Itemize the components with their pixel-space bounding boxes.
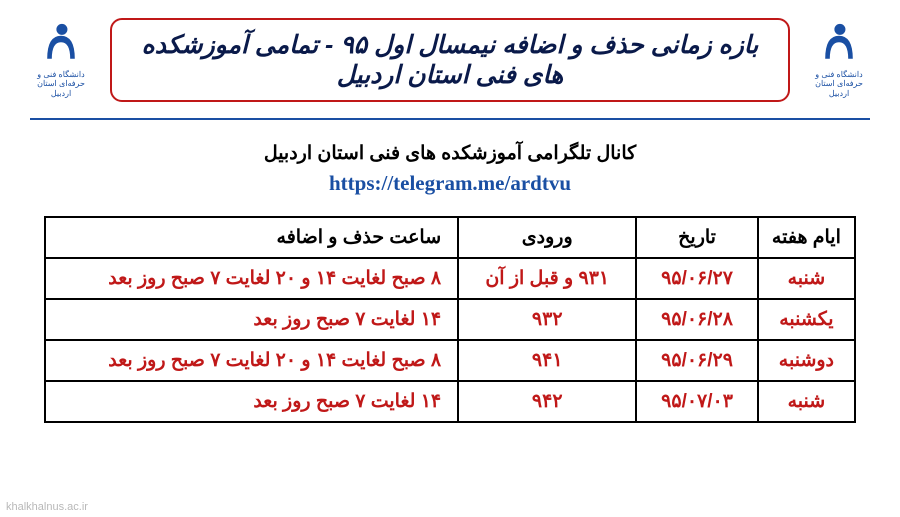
cell-date: ۹۵/۰۷/۰۳: [636, 381, 758, 422]
subtitle-text: کانال تلگرامی آموزشکده های فنی استان ارد…: [0, 142, 900, 165]
header-divider: [30, 118, 870, 120]
table-row: شنبه ۹۵/۰۷/۰۳ ۹۴۲ ۱۴ لغایت ۷ صبح روز بعد: [45, 381, 855, 422]
logo-caption-right: دانشگاه فنی و حرفه‌ای استان اردبیل: [804, 70, 874, 99]
schedule-table-wrap: ایام هفته تاریخ ورودی ساعت حذف و اضافه ش…: [44, 216, 856, 423]
table-row: شنبه ۹۵/۰۶/۲۷ ۹۳۱ و قبل از آن ۸ صبح لغای…: [45, 258, 855, 299]
cell-time: ۱۴ لغایت ۷ صبح روز بعد: [45, 381, 458, 422]
cell-day: دوشنبه: [758, 340, 855, 381]
cell-entry: ۹۳۱ و قبل از آن: [458, 258, 636, 299]
header: دانشگاه فنی و حرفه‌ای استان اردبیل بازه …: [0, 0, 900, 112]
schedule-table: ایام هفته تاریخ ورودی ساعت حذف و اضافه ش…: [44, 216, 856, 423]
logo-icon: [816, 22, 862, 68]
logo-caption-left: دانشگاه فنی و حرفه‌ای استان اردبیل: [26, 70, 96, 99]
cell-time: ۸ صبح لغایت ۱۴ و ۲۰ لغایت ۷ صبح روز بعد: [45, 340, 458, 381]
cell-date: ۹۵/۰۶/۲۷: [636, 258, 758, 299]
subtitle-block: کانال تلگرامی آموزشکده های فنی استان ارد…: [0, 142, 900, 196]
table-row: یکشنبه ۹۵/۰۶/۲۸ ۹۳۲ ۱۴ لغایت ۷ صبح روز ب…: [45, 299, 855, 340]
cell-entry: ۹۴۲: [458, 381, 636, 422]
logo-icon: [38, 22, 84, 68]
cell-day: یکشنبه: [758, 299, 855, 340]
telegram-link[interactable]: https://telegram.me/ardtvu: [0, 171, 900, 196]
col-header-entry: ورودی: [458, 217, 636, 258]
col-header-date: تاریخ: [636, 217, 758, 258]
cell-time: ۸ صبح لغایت ۱۴ و ۲۰ لغایت ۷ صبح روز بعد: [45, 258, 458, 299]
logo-left: دانشگاه فنی و حرفه‌ای استان اردبیل: [26, 22, 96, 99]
cell-entry: ۹۴۱: [458, 340, 636, 381]
logo-right: دانشگاه فنی و حرفه‌ای استان اردبیل: [804, 22, 874, 99]
cell-day: شنبه: [758, 381, 855, 422]
col-header-day: ایام هفته: [758, 217, 855, 258]
cell-day: شنبه: [758, 258, 855, 299]
page-title: بازه زمانی حذف و اضافه نیمسال اول ۹۵ - ت…: [140, 30, 760, 90]
cell-entry: ۹۳۲: [458, 299, 636, 340]
cell-date: ۹۵/۰۶/۲۹: [636, 340, 758, 381]
cell-time: ۱۴ لغایت ۷ صبح روز بعد: [45, 299, 458, 340]
table-row: دوشنبه ۹۵/۰۶/۲۹ ۹۴۱ ۸ صبح لغایت ۱۴ و ۲۰ …: [45, 340, 855, 381]
col-header-time: ساعت حذف و اضافه: [45, 217, 458, 258]
watermark: khalkhalnus.ac.ir: [6, 501, 88, 513]
cell-date: ۹۵/۰۶/۲۸: [636, 299, 758, 340]
table-header-row: ایام هفته تاریخ ورودی ساعت حذف و اضافه: [45, 217, 855, 258]
title-box: بازه زمانی حذف و اضافه نیمسال اول ۹۵ - ت…: [110, 18, 790, 102]
